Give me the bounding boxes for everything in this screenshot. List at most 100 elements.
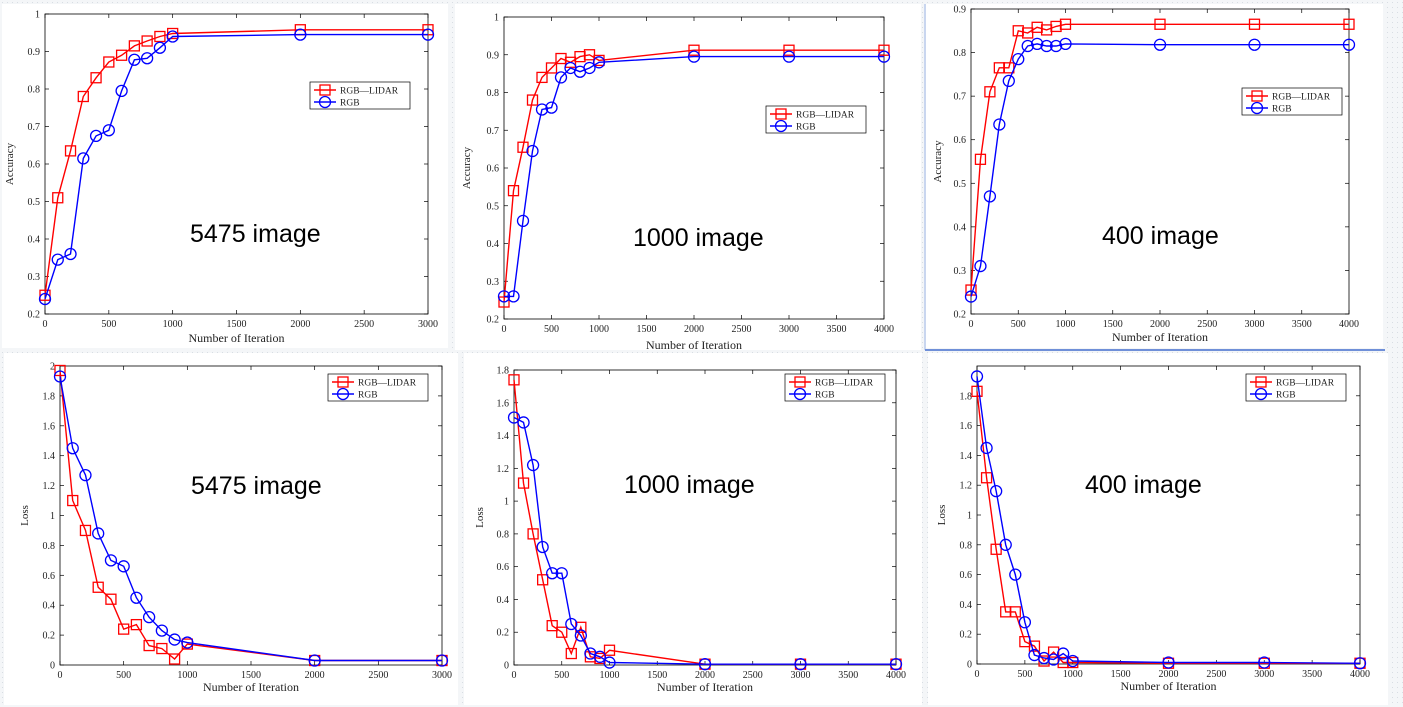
x-axis-label: Number of Iteration [646,338,742,350]
legend-label: RGB [796,123,816,133]
x-tick-label: 0 [512,670,517,681]
data-point [38,292,52,306]
data-point [1047,646,1060,658]
legend-label: RGB [358,391,378,401]
data-point [421,28,435,41]
data-point [52,192,64,204]
data-point [970,370,984,383]
legend-marker [1250,101,1264,115]
y-tick-label: 0.9 [28,47,41,58]
y-tick-label: 0 [50,661,55,672]
annotation-label: 5475 image [190,220,321,248]
legend-marker [774,119,788,133]
series-rgb-lidar [39,24,434,301]
legend-marker [318,95,332,109]
y-tick-label: 0.8 [28,85,41,96]
data-point [688,44,700,56]
legend-marker [1254,387,1268,401]
y-tick-label: 1 [494,13,499,24]
data-point [980,441,993,455]
series-rgb [964,37,1356,303]
x-tick-label: 500 [544,324,559,335]
y-tick-label: 0.6 [487,164,500,175]
data-point [974,259,987,273]
y-axis-label: Accuracy [4,142,16,185]
chart-accuracy-1000: 0 500 1000 1500 2000 2500 3000 3500 4000 0.2 0.3 0.… [455,4,921,350]
x-tick-label: 1000 [1063,669,1083,680]
data-point [507,290,520,303]
x-tick-label: 3500 [838,670,858,681]
x-tick-label: 3500 [1292,319,1312,330]
y-axis-label: Accuracy [932,140,944,183]
x-tick-label: 0 [969,319,974,330]
x-axis-label: Number of Iteration [203,680,299,694]
series-rgb [38,28,435,306]
y-tick-label: 1.2 [497,464,510,475]
x-tick-label: 1500 [241,670,261,681]
data-point [168,633,181,646]
y-tick-label: 1.4 [43,451,56,462]
data-point [1258,656,1271,669]
x-axis-label: Number of Iteration [1121,679,1217,693]
series-rgb [497,50,891,303]
data-point [971,385,983,397]
data-point [294,28,307,41]
data-point [536,71,548,84]
y-tick-label: 0.2 [960,630,973,641]
data-point [545,101,558,114]
y-tick-label: 0.4 [28,235,41,246]
data-point [128,53,141,66]
annotation-label: 1000 image [624,471,755,499]
x-tick-label: 2500 [1197,319,1217,330]
x-tick-label: 3500 [827,324,847,335]
data-point [1154,18,1166,30]
y-tick-label: 0.6 [28,160,41,171]
y-tick-label: 0.6 [954,135,967,146]
y-tick-label: 1.4 [497,431,510,442]
data-point [118,623,130,635]
y-axis-label: Accuracy [461,146,473,189]
data-point [104,554,118,567]
legend-label: RGB [1272,105,1292,115]
x-tick-label: 3000 [418,319,438,330]
plot-area [44,13,429,315]
series-line [59,376,442,662]
y-tick-label: 0.4 [487,239,500,250]
data-point [556,626,568,638]
y-tick-label: 0.6 [43,571,56,582]
data-point [66,442,79,455]
x-tick-label: 0 [502,324,507,335]
y-tick-label: 1.8 [43,391,56,402]
x-tick-label: 1000 [600,670,620,681]
data-point [964,290,978,303]
x-tick-label: 3000 [1254,669,1274,680]
y-tick-label: 1 [50,511,55,522]
chart-accuracy-1000-svg: 0 500 1000 1500 2000 2500 3000 3500 4000 0.2 0.3 0.… [461,13,894,351]
data-point [545,62,558,74]
data-point [980,472,993,484]
data-point [535,103,549,116]
legend: RGB—LIDAR RGB [784,373,886,402]
y-tick-label: 1 [967,511,972,522]
data-point [140,52,154,65]
y-tick-label: 1.6 [497,398,510,409]
x-tick-label: 500 [554,670,569,681]
legend-label: RGB—LIDAR [1272,93,1331,103]
data-point [92,581,104,593]
legend-label: RGB [815,391,835,401]
data-point [1162,656,1175,669]
data-point [54,364,66,377]
data-point [141,35,153,47]
y-tick-label: 1.4 [960,451,973,462]
y-tick-label: 0.8 [497,529,510,540]
y-tick-label: 1.2 [960,481,973,492]
plot-area [59,365,443,666]
chart-accuracy-5475: 0 500 1000 1500 2000 2500 3000 0.2 0.3 0.4 0.5 0.6 0… [2,4,448,348]
data-point [103,56,115,68]
x-tick-label: 1000 [163,319,183,330]
y-tick-label: 0.4 [497,595,510,606]
x-tick-label: 1500 [1111,669,1131,680]
x-tick-label: 1500 [637,324,657,335]
y-tick-label: 0.2 [28,310,41,321]
data-point [39,289,51,301]
